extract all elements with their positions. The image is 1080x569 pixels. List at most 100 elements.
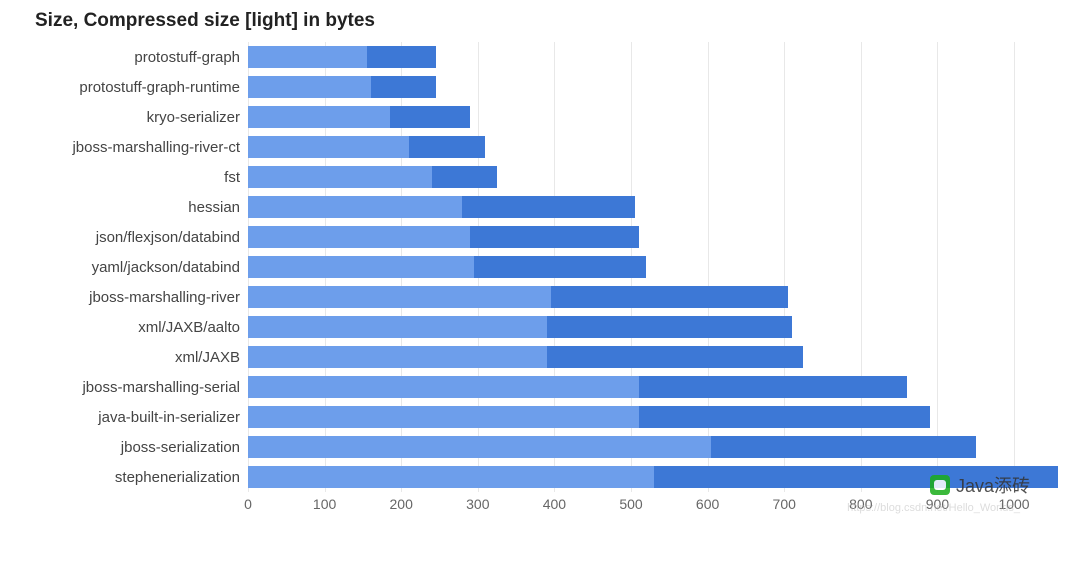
gridline [937, 372, 938, 402]
y-axis-label: jboss-marshalling-river-ct [20, 139, 248, 156]
bar-segment [470, 226, 639, 248]
gridline [708, 162, 709, 192]
gridline [937, 402, 938, 432]
gridline [784, 192, 785, 222]
gridline [937, 312, 938, 342]
bar-segment [547, 316, 792, 338]
gridline [861, 102, 862, 132]
gridline [861, 282, 862, 312]
bar-segment [248, 436, 711, 458]
x-tick-label: 700 [773, 496, 796, 512]
gridline [861, 192, 862, 222]
chart-title: Size, Compressed size [light] in bytes [35, 10, 1060, 32]
gridline [861, 132, 862, 162]
chart-row: xml/JAXB [20, 342, 1060, 372]
y-axis-label: kryo-serializer [20, 109, 248, 126]
gridline [478, 72, 479, 102]
gridline [937, 252, 938, 282]
watermark: Java添砖 [930, 472, 1030, 498]
gridline [861, 222, 862, 252]
bar-segment [248, 166, 432, 188]
bar-segment [432, 166, 497, 188]
plot-cell [248, 252, 1060, 282]
gridline [708, 72, 709, 102]
y-axis-label: json/flexjson/databind [20, 229, 248, 246]
gridline [1014, 42, 1015, 72]
gridline [708, 192, 709, 222]
gridline [1014, 282, 1015, 312]
gridline [937, 192, 938, 222]
plot-cell [248, 162, 1060, 192]
y-axis-label: stephenerialization [20, 469, 248, 486]
gridline [784, 162, 785, 192]
gridline [478, 102, 479, 132]
bar-segment [248, 136, 409, 158]
plot-cell [248, 312, 1060, 342]
x-tick-label: 500 [619, 496, 642, 512]
y-axis-label: jboss-serialization [20, 439, 248, 456]
x-tick-label: 0 [244, 496, 252, 512]
gridline [861, 252, 862, 282]
y-axis-label: fst [20, 169, 248, 186]
bar-segment [248, 346, 547, 368]
chart-row: jboss-marshalling-river-ct [20, 132, 1060, 162]
plot-cell [248, 402, 1060, 432]
plot-cell [248, 222, 1060, 252]
plot-cell [248, 372, 1060, 402]
gridline [1014, 252, 1015, 282]
gridline [937, 222, 938, 252]
gridline [937, 42, 938, 72]
plot-cell [248, 102, 1060, 132]
gridline [1014, 432, 1015, 462]
bar-segment [390, 106, 470, 128]
bar-segment [248, 196, 462, 218]
gridline [708, 132, 709, 162]
gridline [554, 132, 555, 162]
bar-segment [367, 46, 436, 68]
gridline [1014, 102, 1015, 132]
chart-row: yaml/jackson/databind [20, 252, 1060, 282]
gridline [861, 42, 862, 72]
bar-segment [248, 256, 474, 278]
bar-segment [248, 46, 367, 68]
gridline [784, 132, 785, 162]
gridline [708, 222, 709, 252]
x-tick-label: 600 [696, 496, 719, 512]
y-axis-label: xml/JAXB/aalto [20, 319, 248, 336]
y-axis-label: jboss-marshalling-serial [20, 379, 248, 396]
bar-segment [551, 286, 788, 308]
bar-segment [248, 316, 547, 338]
gridline [631, 102, 632, 132]
gridline [1014, 222, 1015, 252]
gridline [861, 72, 862, 102]
y-axis-label: protostuff-graph [20, 49, 248, 66]
x-tick-label: 200 [390, 496, 413, 512]
gridline [554, 102, 555, 132]
bar-segment [474, 256, 646, 278]
gridline [784, 222, 785, 252]
y-axis-label: xml/JAXB [20, 349, 248, 366]
bar-segment [248, 286, 551, 308]
watermark-text: Java添砖 [956, 472, 1030, 498]
bar-segment [547, 346, 804, 368]
gridline [1014, 72, 1015, 102]
bar-segment [248, 406, 639, 428]
bar-segment [248, 376, 639, 398]
x-tick-label: 300 [466, 496, 489, 512]
chart-row: jboss-marshalling-river [20, 282, 1060, 312]
plot-cell [248, 72, 1060, 102]
gridline [554, 72, 555, 102]
bar-segment [409, 136, 486, 158]
y-axis-label: java-built-in-serializer [20, 409, 248, 426]
gridline [784, 42, 785, 72]
gridline [937, 72, 938, 102]
plot-cell [248, 192, 1060, 222]
gridline [937, 342, 938, 372]
gridline [1014, 342, 1015, 372]
gridline [554, 162, 555, 192]
chart-row: json/flexjson/databind [20, 222, 1060, 252]
chart-row: stephenerialization [20, 462, 1060, 492]
gridline [631, 132, 632, 162]
chart-row: fst [20, 162, 1060, 192]
x-tick-label: 400 [543, 496, 566, 512]
